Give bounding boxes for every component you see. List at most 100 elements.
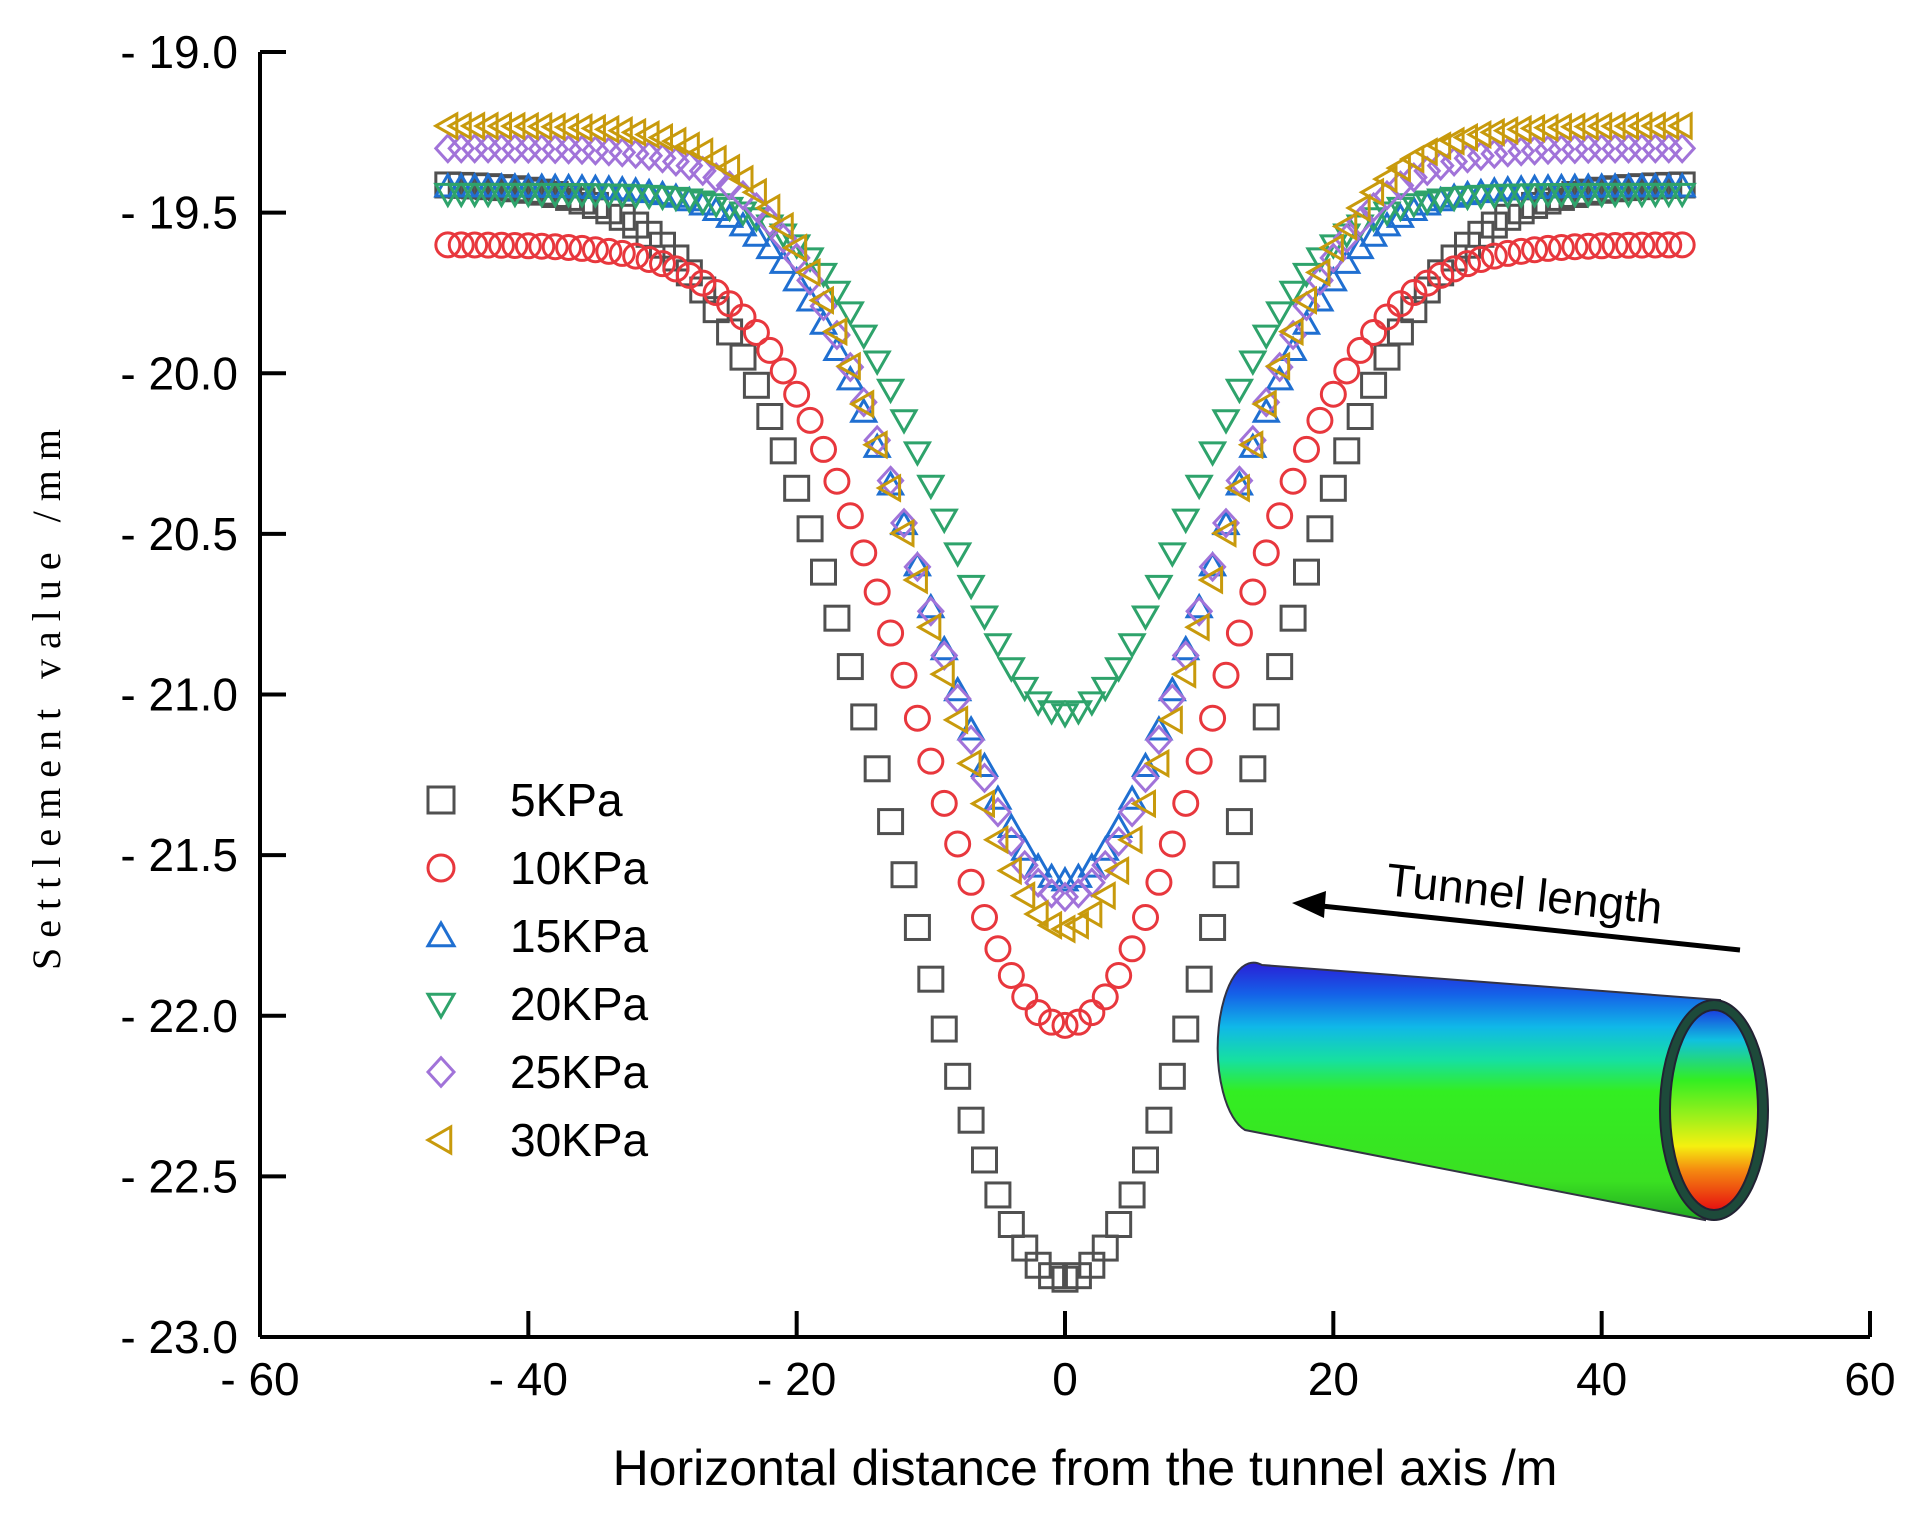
y-axis-title: Settlement value /mm [24, 419, 69, 970]
tunnel-end-inner [1670, 1010, 1758, 1210]
data-point [785, 476, 809, 500]
data-point [879, 621, 903, 645]
data-point [852, 326, 876, 347]
data-point [905, 915, 929, 939]
settlement-chart: - 19.0 - 19.5 - 20.0 - 20.5 - 21.0 - 21.5 - 22… [0, 0, 1911, 1510]
data-point [1388, 320, 1412, 344]
data-point [973, 607, 997, 628]
data-point [1174, 510, 1198, 531]
data-point [946, 1064, 970, 1088]
data-point [825, 469, 849, 493]
data-point [838, 504, 862, 528]
data-point [771, 439, 795, 463]
data-point [973, 905, 997, 929]
legend-marker [428, 923, 454, 946]
y-tick-label: - 20.5 [120, 508, 238, 560]
x-tick-label: 40 [1576, 1353, 1627, 1405]
data-point [1295, 437, 1319, 461]
data-point [1120, 937, 1144, 961]
x-tick-label: - 60 [220, 1353, 299, 1405]
data-point [798, 408, 822, 432]
data-point [1375, 345, 1399, 369]
data-point [1281, 606, 1305, 630]
data-point [838, 655, 862, 679]
x-tick-label: 60 [1844, 1353, 1895, 1405]
data-point [731, 345, 755, 369]
y-tick-label: - 19.5 [120, 187, 238, 239]
data-point [1308, 517, 1332, 541]
data-point [973, 792, 994, 816]
data-point [1254, 541, 1278, 565]
data-point [973, 1148, 997, 1172]
data-point [1093, 985, 1117, 1009]
data-point [744, 373, 768, 397]
data-point [718, 320, 742, 344]
data-point [1187, 967, 1211, 991]
data-point [1335, 251, 1359, 272]
data-point [1254, 705, 1278, 729]
legend-marker [428, 1127, 451, 1153]
y-tick-label: - 21.0 [120, 669, 238, 721]
data-point [1241, 352, 1265, 373]
data-point [1120, 635, 1144, 656]
data-point [1254, 326, 1278, 347]
y-tick-label: - 20.0 [120, 347, 238, 399]
x-tick-label: 0 [1052, 1353, 1078, 1405]
data-point [1321, 382, 1345, 406]
data-point [1295, 560, 1319, 584]
data-point [1107, 659, 1131, 680]
y-tick-label: - 19.0 [120, 26, 238, 78]
x-axis-title: Horizontal distance from the tunnel axis… [613, 1440, 1558, 1496]
data-point [1201, 915, 1225, 939]
data-point [1013, 678, 1037, 699]
data-point [1348, 405, 1372, 429]
data-point [1174, 1017, 1198, 1041]
data-point [1214, 411, 1238, 432]
data-point [905, 443, 929, 464]
data-point [1174, 791, 1198, 815]
data-point [1308, 408, 1332, 432]
data-point [1107, 1212, 1131, 1236]
data-point [892, 411, 916, 432]
data-point [879, 810, 903, 834]
data-point [1335, 439, 1359, 463]
data-point [865, 352, 889, 373]
data-point [999, 963, 1023, 987]
data-point [1147, 576, 1171, 597]
data-point [1362, 320, 1386, 344]
data-point [1134, 1148, 1158, 1172]
data-point [999, 659, 1023, 680]
data-point [1187, 749, 1211, 773]
data-point [959, 576, 983, 597]
data-point [946, 544, 970, 565]
data-point [1107, 859, 1128, 883]
data-point [1147, 870, 1171, 894]
data-point [892, 663, 916, 687]
legend-label: 15KPa [510, 910, 649, 962]
data-point [852, 705, 876, 729]
y-tick-label: - 22.5 [120, 1150, 238, 1202]
data-point [1160, 1064, 1184, 1088]
data-point [1268, 655, 1292, 679]
data-point [1214, 663, 1238, 687]
data-point [1160, 544, 1184, 565]
data-point [1134, 607, 1158, 628]
data-point [758, 405, 782, 429]
data-point [986, 937, 1010, 961]
data-point [1201, 443, 1225, 464]
data-point [1134, 905, 1158, 929]
data-point [1321, 476, 1345, 500]
legend-label: 30KPa [510, 1114, 649, 1166]
data-point [932, 791, 956, 815]
data-point [905, 706, 929, 730]
data-point [771, 251, 795, 272]
data-point [1268, 303, 1292, 324]
data-point [946, 832, 970, 856]
y-tick-label: - 22.0 [120, 990, 238, 1042]
data-point [1187, 476, 1211, 497]
y-tick-label: - 21.5 [120, 829, 238, 881]
data-point [785, 382, 809, 406]
arrow-head-icon [1292, 891, 1326, 918]
data-point [1227, 621, 1251, 645]
tunnel-body [1218, 963, 1720, 1220]
